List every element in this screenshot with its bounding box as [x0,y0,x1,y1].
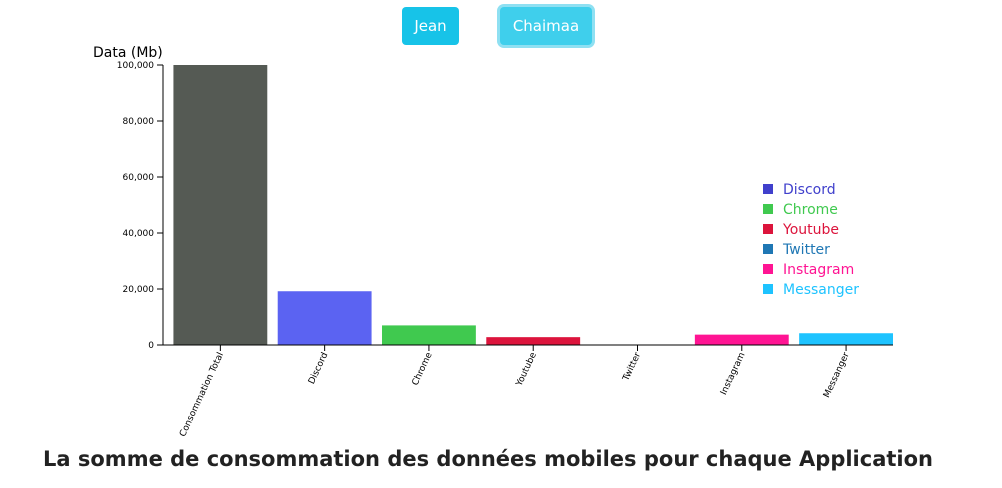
chart-title: La somme de consommation des données mob… [43,447,933,471]
legend-label: Youtube [782,222,839,238]
y-tick-label: 0 [148,341,154,351]
legend-label: Instagram [783,262,854,278]
bar [277,291,372,345]
y-tick-label: 40,000 [123,229,155,239]
y-axis: 0 20,000 40,000 60,000 80,000 100,000 [117,61,164,351]
bar [486,337,581,345]
y-tick-label: 60,000 [123,173,155,183]
x-tick-label: Instagram [719,351,747,397]
x-tick-label: Messanger [822,351,852,400]
legend-label: Messanger [783,282,859,298]
jean-button[interactable]: Jean [402,7,459,45]
x-tick-label: Chrome [411,351,435,388]
x-tick-label: Twitter [621,351,643,384]
chaimaa-button[interactable]: Chaimaa [500,7,592,45]
legend-swatch [763,204,773,214]
legend-label: Twitter [782,242,830,258]
legend-swatch [763,224,773,234]
x-tick-label: Youtube [514,351,539,389]
y-tick-label: 80,000 [123,117,155,127]
bar [382,325,476,345]
legend: Discord Chrome Youtube Twitter Instagram Mess… [763,182,859,298]
legend-swatch [763,184,773,194]
legend-swatch [763,284,773,294]
bar [694,334,789,345]
legend-label: Discord [783,182,836,198]
bar [799,333,893,345]
legend-swatch [763,244,773,254]
x-axis: Consommation Total Discord Chrome Youtube Tw… [163,344,893,439]
legend-label: Chrome [783,202,838,218]
y-tick-label: 20,000 [123,285,155,295]
y-tick-label: 100,000 [117,61,154,71]
x-tick-label: Consommation Total [178,351,226,438]
y-axis-label: Data (Mb) [93,45,163,61]
bar [173,65,268,345]
legend-swatch [763,264,773,274]
bars [173,65,893,345]
x-tick-label: Discord [307,351,330,386]
bar-chart: Data (Mb) 0 20,000 40,000 60,000 80,000 100,0… [93,45,893,439]
